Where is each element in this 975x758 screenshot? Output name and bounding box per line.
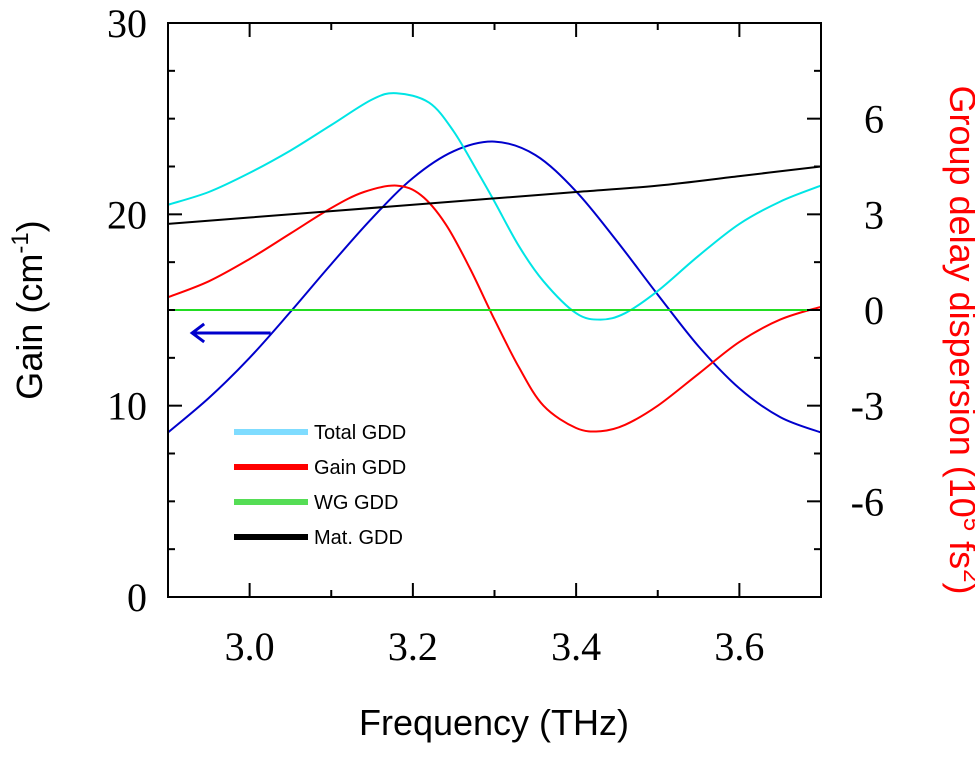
legend-label-total-gdd: Total GDD (314, 422, 406, 444)
left-axis-arrow (189, 322, 271, 344)
y-left-tick-label: 20 (107, 192, 147, 237)
x-tick-label: 3.2 (388, 624, 438, 669)
series-layer (168, 92, 821, 434)
y-right-tick-label: -6 (851, 479, 884, 524)
legend-label-wg-gdd: WG GDD (314, 492, 398, 514)
y-left-axis-title: Gain (cm-1) (7, 220, 50, 399)
x-axis-title: Frequency (THz) (359, 702, 629, 743)
legend-label-gain-gdd: Gain GDD (314, 457, 406, 479)
legend: Total GDD Gain GDD WG GDD Mat. GDD (234, 422, 406, 549)
y-right-title-mid: fs (942, 531, 975, 569)
y-right-title-sup1: 5 (958, 518, 975, 531)
y-right-axis-title: Group delay dispersion (105 fs2) (942, 86, 975, 595)
y-left-title-main: Gain (cm (9, 254, 50, 400)
y-right-tick-label: 0 (864, 288, 884, 333)
y-left-tick-label: 30 (107, 1, 147, 46)
x-tick-label: 3.6 (714, 624, 764, 669)
x-tick-label: 3.4 (551, 624, 601, 669)
y-right-title-sup2: 2 (958, 569, 975, 582)
y-left-title-close: ) (9, 220, 50, 232)
series-line-total-gdd (168, 92, 821, 321)
y-right-tick-label: -3 (851, 384, 884, 429)
series-line-gain (168, 140, 821, 434)
y-left-tick-label: 10 (107, 384, 147, 429)
y-right-tick-label: 3 (864, 192, 884, 237)
y-left-title-sup: -1 (7, 232, 34, 253)
y-right-tick-label: 6 (864, 97, 884, 142)
x-tick-label: 3.0 (225, 624, 275, 669)
y-left-tick-label: 0 (127, 575, 147, 620)
y-right-title-main: Group delay dispersion (10 (942, 86, 975, 518)
legend-label-mat-gdd: Mat. GDD (314, 527, 403, 549)
y-right-title-close: ) (942, 582, 975, 594)
ticks-layer (167, 22, 822, 598)
series-line-gain-gdd (168, 184, 821, 433)
tick-labels: 3.0 3.2 3.4 3.6 0 10 20 30 -6 -3 0 3 6 (107, 1, 884, 669)
series-line-mat-gdd (168, 165, 821, 225)
arrow-head (189, 322, 206, 344)
